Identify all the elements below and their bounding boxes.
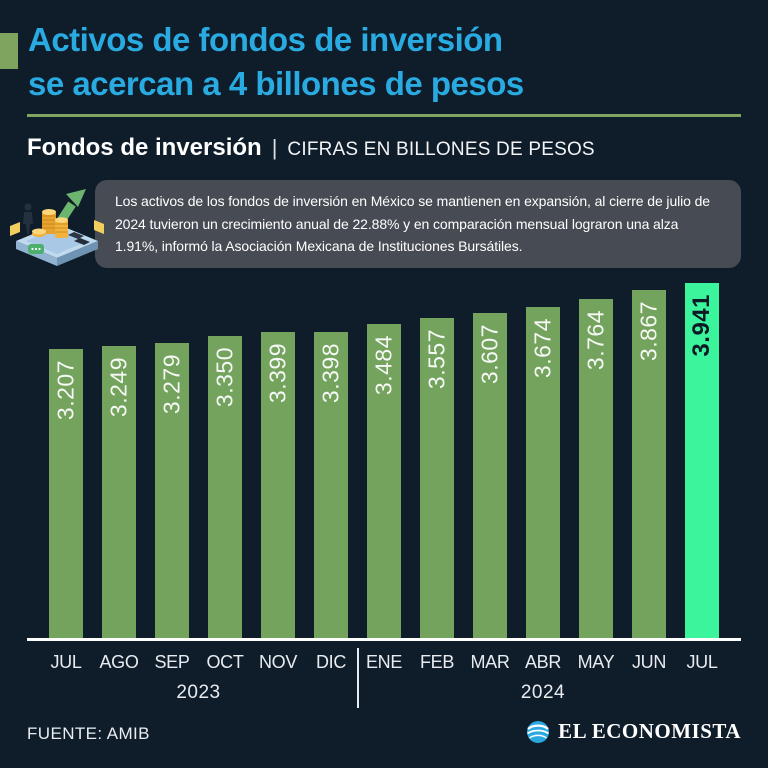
brand-logo: EL ECONOMISTA — [526, 719, 741, 744]
page-title: Activos de fondos de inversión se acerca… — [28, 18, 524, 106]
bar-value-label: 3.674 — [529, 318, 556, 379]
month-label: DIC — [315, 652, 347, 672]
source-text: FUENTE: AMIB — [27, 724, 150, 743]
bar-value-label: 3.867 — [635, 301, 662, 362]
bar: 3.279 — [155, 343, 189, 640]
month-label: SEP — [154, 652, 190, 672]
month-label: JUN — [631, 652, 667, 672]
bar: 3.867 — [632, 290, 666, 640]
month-label: NOV — [258, 652, 298, 672]
bar-highlighted: 3.941 — [685, 283, 719, 640]
bar-value-label: 3.249 — [105, 357, 132, 418]
investment-illustration-icon — [10, 189, 104, 266]
brand-wordmark: EL ECONOMISTA — [558, 719, 741, 743]
kicker-title: Fondos de inversión — [27, 134, 262, 161]
x-axis-baseline — [27, 638, 741, 641]
month-label: ENE — [365, 652, 403, 672]
year-label: 2023 — [176, 682, 221, 703]
page-title-line2: se acercan a 4 billones de pesos — [28, 65, 524, 102]
month-label: AGO — [99, 652, 139, 672]
year-divider-line — [356, 648, 359, 708]
kicker-divider: | — [271, 135, 278, 160]
bar: 3.398 — [314, 332, 348, 640]
bar: 3.249 — [102, 346, 136, 640]
bar: 3.399 — [261, 332, 295, 640]
callout-box: Los activos de los fondos de inversión e… — [95, 180, 741, 268]
x-axis-labels: JUL AGO SEP OCT NOV DIC ENE FEB MAR ABR MAY JUN JUL — [49, 652, 719, 673]
page-title-line1: Activos de fondos de inversión — [28, 21, 503, 58]
bar-value-label: 3.557 — [423, 329, 450, 390]
year-label: 2024 — [520, 682, 566, 703]
month-label: JUL — [686, 652, 718, 672]
bar-value-label: 3.484 — [370, 335, 397, 396]
kicker-units: CIFRAS EN BILLONES DE PESOS — [287, 139, 595, 160]
bar-value-label: 3.764 — [582, 310, 609, 371]
bar-value-label: 3.207 — [52, 360, 79, 421]
bar: 3.607 — [473, 313, 507, 640]
bar-value-label: 3.350 — [211, 347, 238, 408]
bar: 3.764 — [579, 299, 613, 640]
bar: 3.350 — [208, 336, 242, 640]
bar-value-label: 3.398 — [317, 343, 344, 404]
bar-value-label: 3.941 — [688, 294, 715, 357]
month-label: ABR — [524, 652, 562, 672]
brand-globe-icon — [527, 720, 550, 743]
bar-value-label: 3.607 — [476, 324, 503, 385]
callout-text: Los activos de los fondos de inversión e… — [115, 193, 710, 254]
bar: 3.557 — [420, 318, 454, 640]
bar: 3.484 — [367, 324, 401, 640]
bar-value-label: 3.279 — [158, 354, 185, 415]
bar: 3.207 — [49, 349, 83, 640]
month-label: OCT — [206, 652, 244, 672]
section-kicker: Fondos de inversión | CIFRAS EN BILLONES… — [27, 134, 595, 162]
month-label: FEB — [419, 652, 455, 672]
header-accent-square — [0, 33, 18, 69]
month-label: MAY — [577, 652, 615, 672]
bar-value-label: 3.399 — [264, 343, 291, 404]
month-label: JUL — [50, 652, 82, 672]
bar-series: 3.207 3.249 3.279 3.350 3.399 3.398 3.484 3.557… — [49, 282, 719, 640]
month-label: MAR — [470, 652, 510, 672]
bar: 3.674 — [526, 307, 560, 640]
title-separator-rule — [27, 114, 741, 117]
